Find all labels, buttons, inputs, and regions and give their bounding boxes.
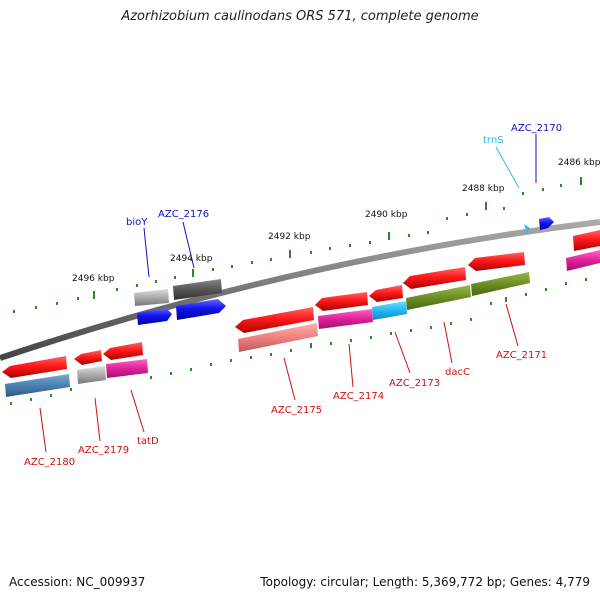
gene-label-azc-2179[interactable]: AZC_2179 xyxy=(78,445,129,456)
gene-label-azc-2171[interactable]: AZC_2171 xyxy=(496,350,547,361)
gene-bioy-feature[interactable] xyxy=(137,308,172,325)
gene-azc-2174-feature[interactable] xyxy=(315,292,368,311)
gene-azc-2173-feature[interactable] xyxy=(369,285,403,302)
gene-bioy-cog-bar xyxy=(134,289,169,306)
genome-backbone xyxy=(0,219,600,361)
gene-azc-2176-cog-bar xyxy=(173,279,222,300)
gene-label-bioy[interactable]: bioY xyxy=(126,217,148,228)
label-leader-lines xyxy=(39,134,537,453)
gene-azc-2174-cog-bar xyxy=(318,309,373,329)
gene-label-azc-2180[interactable]: AZC_2180 xyxy=(24,457,75,468)
gene-azc-2171-cog-bar xyxy=(471,272,530,296)
gene-azc-2171-feature[interactable] xyxy=(468,252,525,271)
gene-tatd-cog-bar xyxy=(106,359,148,378)
genome-summary-label: Topology: circular; Length: 5,369,772 bp… xyxy=(260,575,590,589)
gene-label-azc-2170[interactable]: AZC_2170 xyxy=(511,123,562,134)
gene-trns-feature[interactable] xyxy=(524,224,530,234)
scale-label-2486: 2486 kbp xyxy=(558,158,600,168)
gene-azc-2180-cog-bar xyxy=(5,374,70,397)
gene-label-trns[interactable]: trnS xyxy=(483,135,504,146)
forward-tick-row xyxy=(13,177,582,313)
gene-label-azc-2173[interactable]: AZC_2173 xyxy=(389,378,440,389)
gene-azc-2175-cog-bar xyxy=(238,323,318,352)
gene-azc-2175-feature[interactable] xyxy=(235,307,314,333)
gene-azc-2176-feature[interactable] xyxy=(176,299,226,320)
gene-azc-2173-cog-bar xyxy=(372,301,407,320)
gene-dacc-cog-bar xyxy=(406,285,471,310)
gene-label-dacc[interactable]: dacC xyxy=(445,367,470,378)
gene-partial-right-cog-bar xyxy=(566,250,600,271)
scale-label-2496: 2496 kbp xyxy=(72,274,115,284)
reverse-tick-row xyxy=(10,278,587,405)
gene-label-tatd[interactable]: tatD xyxy=(137,436,159,447)
reverse-features xyxy=(2,230,600,397)
gene-dacc-feature[interactable] xyxy=(403,267,466,289)
forward-features xyxy=(134,217,554,325)
scale-label-2490: 2490 kbp xyxy=(365,210,408,220)
gene-partial-right-feature[interactable] xyxy=(573,230,600,251)
gene-label-azc-2176[interactable]: AZC_2176 xyxy=(158,209,209,220)
gene-azc-2179-cog-bar xyxy=(77,366,106,384)
scale-label-2492: 2492 kbp xyxy=(268,232,311,242)
gene-label-azc-2175[interactable]: AZC_2175 xyxy=(271,405,322,416)
gene-label-azc-2174[interactable]: AZC_2174 xyxy=(333,391,384,402)
gene-azc-2180-feature[interactable] xyxy=(2,356,67,378)
gene-azc-2179-feature[interactable] xyxy=(74,350,102,365)
scale-label-2488: 2488 kbp xyxy=(462,184,505,194)
accession-label: Accession: NC_009937 xyxy=(9,575,146,589)
gene-azc-2170-feature[interactable] xyxy=(539,217,554,230)
gene-tatd-feature[interactable] xyxy=(103,342,143,360)
page-title: Azorhizobium caulinodans ORS 571, comple… xyxy=(121,9,479,24)
